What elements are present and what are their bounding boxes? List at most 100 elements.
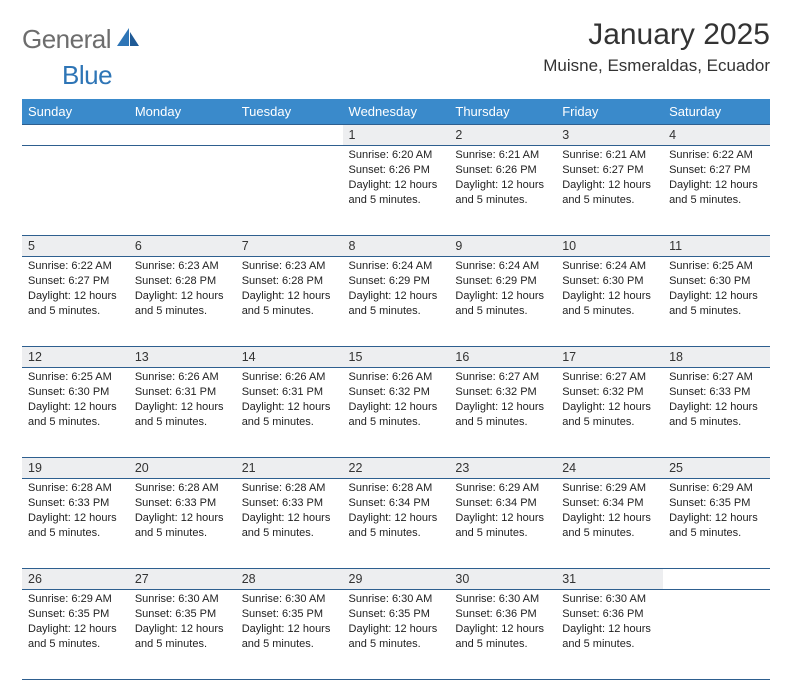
sunrise-line: Sunrise: 6:22 AM [28, 260, 112, 272]
sunset-line: Sunset: 6:33 PM [135, 497, 216, 509]
weekday-header: Monday [129, 99, 236, 125]
sunset-line: Sunset: 6:27 PM [562, 164, 643, 176]
day-number-cell: 20 [129, 458, 236, 479]
daylight-line: Daylight: 12 hours and 5 minutes. [669, 290, 758, 317]
day-number-cell: 18 [663, 347, 770, 368]
daylight-line: Daylight: 12 hours and 5 minutes. [135, 512, 224, 539]
sunrise-line: Sunrise: 6:28 AM [28, 482, 112, 494]
day-number-cell: 28 [236, 569, 343, 590]
day-number-cell: 2 [449, 125, 556, 146]
day-content-cell: Sunrise: 6:24 AMSunset: 6:29 PMDaylight:… [343, 257, 450, 347]
day-content-cell: Sunrise: 6:26 AMSunset: 6:31 PMDaylight:… [129, 368, 236, 458]
sunset-line: Sunset: 6:35 PM [669, 497, 750, 509]
sunrise-line: Sunrise: 6:28 AM [135, 482, 219, 494]
day-content-cell: Sunrise: 6:22 AMSunset: 6:27 PMDaylight:… [22, 257, 129, 347]
day-content-cell: Sunrise: 6:26 AMSunset: 6:32 PMDaylight:… [343, 368, 450, 458]
day-number-cell: 21 [236, 458, 343, 479]
day-content-cell: Sunrise: 6:29 AMSunset: 6:34 PMDaylight:… [556, 479, 663, 569]
sunrise-line: Sunrise: 6:25 AM [669, 260, 753, 272]
day-number-cell: 7 [236, 236, 343, 257]
day-number-cell: 23 [449, 458, 556, 479]
day-number-cell [236, 125, 343, 146]
day-number-cell: 8 [343, 236, 450, 257]
day-content-cell: Sunrise: 6:21 AMSunset: 6:26 PMDaylight:… [449, 146, 556, 236]
sunset-line: Sunset: 6:30 PM [562, 275, 643, 287]
sunrise-line: Sunrise: 6:26 AM [349, 371, 433, 383]
day-content-cell: Sunrise: 6:27 AM Sunset: 6:32 PM Daylight:… [449, 368, 556, 458]
sunset-line: Sunset: 6:33 PM [242, 497, 323, 509]
sunset-line: Sunset: 6:27 PM [28, 275, 109, 287]
calendar-page: General January 2025 Muisne, Esmeraldas,… [0, 0, 792, 612]
sunrise-line: Sunrise: 6:23 AM [242, 260, 326, 272]
sunrise-line: Sunrise: 6:24 AM [562, 260, 646, 272]
sunrise-line: Sunrise: 6:24 AM [455, 260, 539, 272]
day-content-cell: Sunrise: 6:22 AMSunset: 6:27 PMDaylight:… [663, 146, 770, 236]
sunrise-line: Sunrise: 6:29 AM [28, 593, 112, 605]
daylight-line: Daylight: 12 hours and 5 minutes. [349, 512, 438, 539]
day-content-cell: Sunrise: 6:25 AMSunset: 6:30 PMDaylight:… [22, 368, 129, 458]
sunrise-line: Sunrise: 6:28 AM [242, 482, 326, 494]
daylight-line: Daylight: 12 hours and 5 minutes. [28, 623, 117, 650]
sunset-line: Sunset: 6:29 PM [349, 275, 430, 287]
day-content-cell: Sunrise: 6:23 AMSunset: 6:28 PMDaylight:… [236, 257, 343, 347]
day-number-cell: 5 [22, 236, 129, 257]
day-content-cell: Sunrise: 6:30 AMSunset: 6:36 PMDaylight:… [556, 590, 663, 680]
sunrise-line: Sunrise: 6:27 AM [669, 371, 753, 383]
daylight-line: Daylight: 12 hours and 5 minutes. [562, 290, 651, 317]
sunset-line: Sunset: 6:35 PM [242, 608, 323, 620]
day-content-cell: Sunrise: 6:24 AMSunset: 6:29 PMDaylight:… [449, 257, 556, 347]
sunrise-line: Sunrise: 6:27 AM [455, 371, 539, 383]
sunset-line: Sunset: 6:30 PM [669, 275, 750, 287]
day-content-cell: Sunrise: 6:23 AMSunset: 6:28 PMDaylight:… [129, 257, 236, 347]
calendar-body: 1234 Sunrise: 6:20 AMSunset: 6:26 PMDayl… [22, 125, 770, 680]
day-number-cell: 27 [129, 569, 236, 590]
day-number-cell: 12 [22, 347, 129, 368]
sunset-line: Sunset: 6:35 PM [349, 608, 430, 620]
sunset-line: Sunset: 6:30 PM [28, 386, 109, 398]
day-number-cell: 11 [663, 236, 770, 257]
sunset-line: Sunset: 6:26 PM [455, 164, 536, 176]
day-content-cell: Sunrise: 6:30 AMSunset: 6:35 PMDaylight:… [236, 590, 343, 680]
day-number-cell: 4 [663, 125, 770, 146]
sunset-line: Sunset: 6:28 PM [135, 275, 216, 287]
daylight-line: Daylight: 12 hours and 5 minutes. [349, 290, 438, 317]
day-number-cell: 6 [129, 236, 236, 257]
daylight-line: Daylight: 12 hours and 5 minutes. [562, 179, 651, 206]
day-number-cell: 9 [449, 236, 556, 257]
day-content-cell: Sunrise: 6:30 AMSunset: 6:35 PMDaylight:… [129, 590, 236, 680]
sunset-line: Sunset: 6:34 PM [455, 497, 536, 509]
weekday-header: Wednesday [343, 99, 450, 125]
day-number-cell [129, 125, 236, 146]
calendar-table: SundayMondayTuesdayWednesdayThursdayFrid… [22, 99, 770, 680]
daylight-line: Daylight: 12 hours and 5 minutes. [562, 512, 651, 539]
weekday-header: Sunday [22, 99, 129, 125]
day-content-cell [663, 590, 770, 680]
sunset-line: Sunset: 6:32 PM [562, 386, 643, 398]
sunset-line: Sunset: 6:33 PM [669, 386, 750, 398]
day-content-cell [129, 146, 236, 236]
logo-word-blue: Blue [62, 60, 112, 90]
daylight-line: Daylight: 12 hours and 5 minutes. [455, 623, 544, 650]
daylight-line: Daylight: 12 hours and 5 minutes. [455, 401, 544, 428]
daylight-line: Daylight: 12 hours and 5 minutes. [562, 623, 651, 650]
title-block: January 2025 Muisne, Esmeraldas, Ecuador [543, 18, 770, 76]
day-content-cell: Sunrise: 6:28 AMSunset: 6:34 PMDaylight:… [343, 479, 450, 569]
weekday-header: Thursday [449, 99, 556, 125]
weekday-header: Tuesday [236, 99, 343, 125]
day-number-cell: 25 [663, 458, 770, 479]
daylight-line: Daylight: 12 hours and 5 minutes. [562, 401, 651, 428]
day-number-cell: 29 [343, 569, 450, 590]
sunset-line: Sunset: 6:26 PM [349, 164, 430, 176]
sunset-line: Sunset: 6:32 PM [455, 386, 536, 398]
daylight-line: Daylight: 12 hours and 5 minutes. [349, 179, 438, 206]
daylight-line: Daylight: 12 hours and 5 minutes. [242, 401, 331, 428]
daylight-line: Daylight: 12 hours and 5 minutes. [455, 290, 544, 317]
day-content-cell: Sunrise: 6:26 AMSunset: 6:31 PMDaylight:… [236, 368, 343, 458]
sunset-line: Sunset: 6:36 PM [562, 608, 643, 620]
sunrise-line: Sunrise: 6:29 AM [455, 482, 539, 494]
sunrise-line: Sunrise: 6:26 AM [135, 371, 219, 383]
sunset-line: Sunset: 6:34 PM [562, 497, 643, 509]
day-number-cell: 24 [556, 458, 663, 479]
sunset-line: Sunset: 6:35 PM [135, 608, 216, 620]
day-content-cell: Sunrise: 6:20 AMSunset: 6:26 PMDaylight:… [343, 146, 450, 236]
